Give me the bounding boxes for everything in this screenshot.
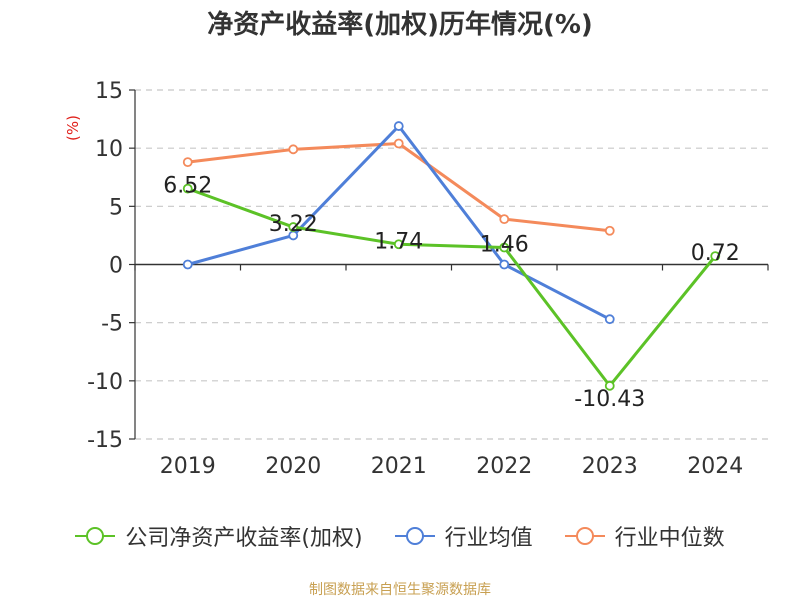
data-label: -10.43 (574, 387, 645, 412)
legend-label: 行业均值 (444, 526, 533, 551)
legend-marker (405, 527, 424, 545)
y-tick-label: 0 (109, 254, 123, 279)
x-tick-label: 2024 (687, 454, 743, 479)
x-tick-label: 2019 (160, 454, 216, 479)
x-tick-label: 2023 (582, 454, 638, 479)
legend-marker (575, 527, 594, 545)
data-point (288, 144, 299, 155)
data-label: 1.74 (374, 229, 423, 254)
data-label: 6.52 (163, 174, 212, 199)
legend-label: 行业中位数 (614, 526, 725, 551)
y-axis-label: (%) (64, 115, 82, 141)
legend-item: 公司净资产收益率(加权) (75, 520, 363, 552)
x-tick-label: 2022 (476, 454, 532, 479)
data-point (499, 214, 510, 225)
chart-title: 净资产收益率(加权)历年情况(%) (207, 10, 593, 40)
data-point (499, 242, 510, 253)
legend-swatch (75, 527, 116, 545)
series-lines (182, 121, 721, 391)
y-tick-label: -10 (87, 370, 123, 395)
y-tick-label: 5 (109, 195, 123, 220)
data-label: 1.46 (480, 233, 529, 258)
data-label: 0.72 (691, 241, 740, 266)
legend: 公司净资产收益率(加权) 行业均值 行业中位数 (0, 519, 800, 553)
y-tick-label: -5 (101, 312, 123, 337)
source-note: 制图数据来自恒生聚源数据库 (309, 582, 491, 598)
data-point (604, 314, 615, 325)
data-point (182, 183, 193, 194)
x-tick-label: 2021 (371, 454, 427, 479)
y-tick-label: 15 (95, 79, 123, 104)
data-labels: 6.52 3.22 1.74 1.46 -10.43 0.72 (163, 174, 739, 412)
data-point (182, 157, 193, 168)
data-point (499, 259, 510, 270)
data-point (604, 225, 615, 236)
legend-label: 公司净资产收益率(加权) (125, 526, 363, 551)
series-line (187, 142, 610, 233)
data-point (710, 251, 721, 262)
y-tick-label: -15 (87, 428, 123, 453)
legend-swatch (394, 527, 435, 545)
data-point (288, 222, 299, 232)
legend-marker (86, 527, 105, 545)
data-label: 3.22 (269, 212, 318, 237)
series-line (187, 187, 717, 388)
x-tick-label: 2020 (265, 454, 321, 479)
axes: 15 10 5 0 -5 -10 -15 2019 2020 2021 2022 2023 2024 (87, 79, 769, 479)
legend-swatch (564, 527, 605, 545)
legend-item: 行业中位数 (564, 520, 725, 552)
y-tick-label: 10 (95, 137, 123, 162)
data-point (182, 259, 193, 270)
data-point (393, 138, 404, 149)
legend-item: 行业均值 (394, 520, 533, 552)
data-point (604, 380, 615, 391)
data-point (393, 239, 404, 250)
data-point (393, 121, 404, 131)
